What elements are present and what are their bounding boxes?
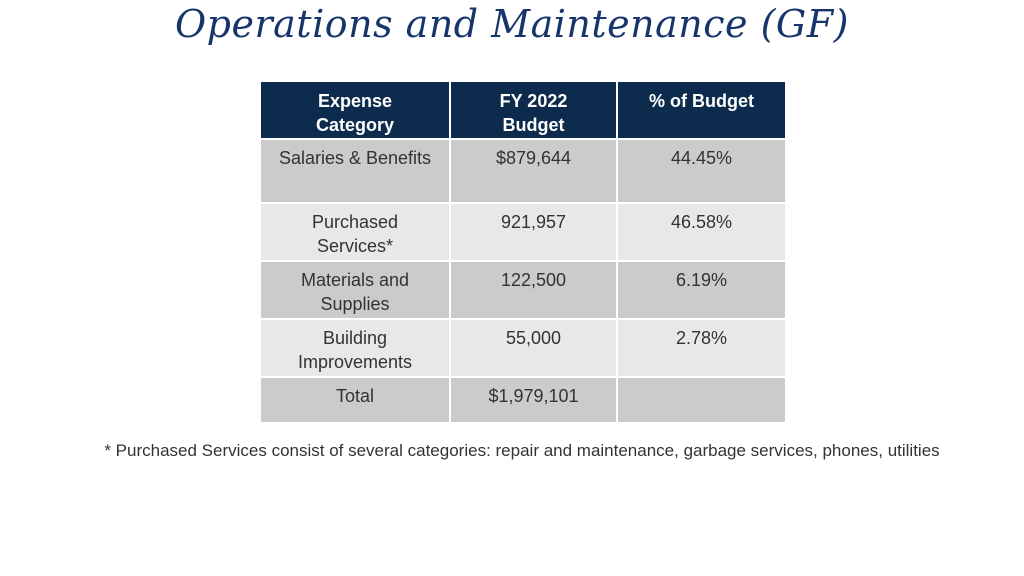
budget-cell: 55,000: [449, 318, 617, 377]
table-header-row: Expense Category FY 2022 Budget % of Budge…: [261, 82, 785, 139]
table-row-total: Total $1,979,101: [261, 376, 785, 422]
header-fy-2022-budget: FY 2022 Budget: [449, 82, 617, 139]
page-title: Operations and Maintenance (GF): [175, 2, 849, 46]
category-cell: Salaries & Benefits: [261, 138, 450, 203]
header-expense-category: Expense Category: [261, 82, 450, 139]
category-cell: Total: [261, 376, 450, 422]
budget-cell: $879,644: [449, 138, 617, 203]
budget-cell: $1,979,101: [449, 376, 617, 422]
budget-cell: 122,500: [449, 260, 617, 319]
percent-cell: [616, 376, 785, 422]
category-cell: Purchased Services*: [261, 202, 450, 261]
category-cell: Building Improvements: [261, 318, 450, 377]
category-cell: Materials and Supplies: [261, 260, 450, 319]
table-row: Salaries & Benefits $879,644 44.45%: [261, 138, 785, 203]
table-row: Building Improvements 55,000 2.78%: [261, 318, 785, 377]
footnote: * Purchased Services consist of several …: [104, 441, 940, 460]
percent-cell: 44.45%: [616, 138, 785, 203]
percent-cell: 2.78%: [616, 318, 785, 377]
header-percent-of-budget: % of Budget: [616, 82, 785, 139]
percent-cell: 46.58%: [616, 202, 785, 261]
table-row: Purchased Services* 921,957 46.58%: [261, 202, 785, 261]
budget-cell: 921,957: [449, 202, 617, 261]
table-row: Materials and Supplies 122,500 6.19%: [261, 260, 785, 319]
budget-table: Expense Category FY 2022 Budget % of Budge…: [261, 82, 785, 422]
percent-cell: 6.19%: [616, 260, 785, 319]
